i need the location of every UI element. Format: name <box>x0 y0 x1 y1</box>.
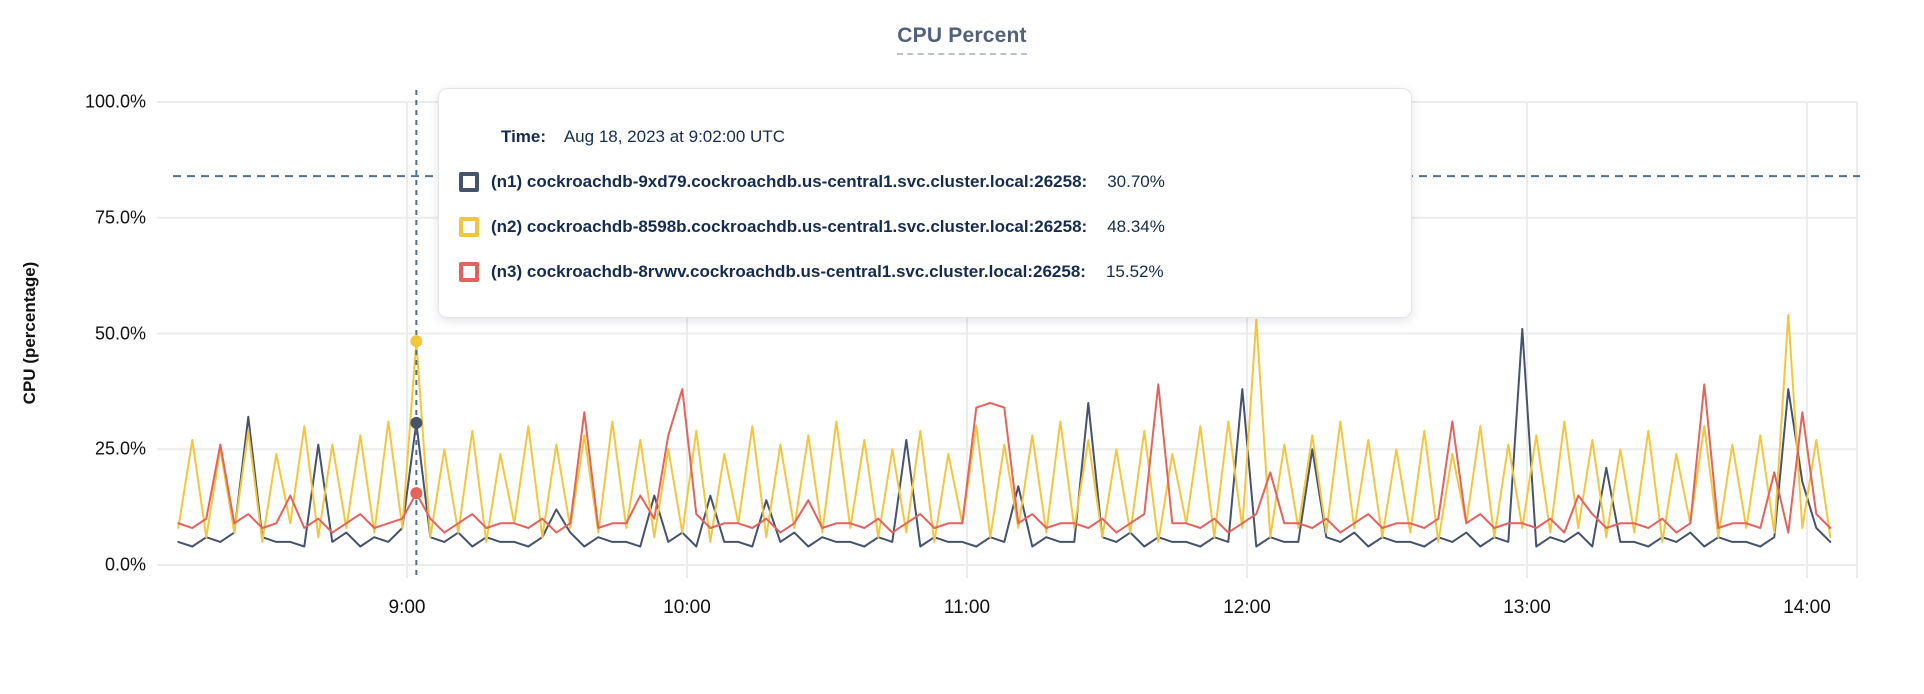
x-tick-label: 14:00 <box>1783 597 1831 618</box>
series-n2-value: 48.34% <box>1107 217 1165 236</box>
series-n1-swatch-icon <box>459 172 479 192</box>
y-tick-label: 25.0% <box>94 438 146 459</box>
hover-tooltip: Time: Aug 18, 2023 at 9:02:00 UTC (n1) c… <box>438 88 1412 318</box>
chart-title-wrap: CPU Percent <box>0 24 1924 55</box>
series-line-n2 <box>177 314 1832 543</box>
series-n2-swatch-icon <box>459 217 479 237</box>
tooltip-series-row-n1: (n1) cockroachdb-9xd79.cockroachdb.us-ce… <box>459 172 1381 192</box>
y-tick-label: 0.0% <box>104 554 146 575</box>
y-tick-label: 100.0% <box>84 91 146 112</box>
series-line-n1 <box>177 327 1832 548</box>
hover-dot-n3 <box>410 487 423 500</box>
series-n3-label: (n3) cockroachdb-8rvwv.cockroachdb.us-ce… <box>491 262 1086 281</box>
series-n3-swatch-icon <box>459 262 479 282</box>
tooltip-time-value: Aug 18, 2023 at 9:02:00 UTC <box>563 127 785 146</box>
series-n1-value: 30.70% <box>1107 172 1165 191</box>
chart-title: CPU Percent <box>897 24 1027 55</box>
x-tick-label: 10:00 <box>663 597 711 618</box>
tooltip-series-row-n3: (n3) cockroachdb-8rvwv.cockroachdb.us-ce… <box>459 262 1381 282</box>
series-n3-value: 15.52% <box>1105 262 1164 281</box>
tooltip-series-row-n2: (n2) cockroachdb-8598b.cockroachdb.us-ce… <box>459 217 1381 237</box>
x-tick-label: 13:00 <box>1503 597 1551 618</box>
tooltip-time-row: Time: Aug 18, 2023 at 9:02:00 UTC <box>501 127 1381 147</box>
hover-dot-n1 <box>410 416 423 429</box>
tooltip-time-label: Time: <box>501 127 547 146</box>
y-tick-label: 75.0% <box>94 207 146 228</box>
y-tick-label: 50.0% <box>94 323 146 343</box>
x-tick-label: 12:00 <box>1223 597 1271 618</box>
series-line-n3 <box>177 383 1832 534</box>
series-n2-label: (n2) cockroachdb-8598b.cockroachdb.us-ce… <box>491 217 1088 236</box>
x-tick-label: 11:00 <box>943 597 991 618</box>
series-n1-label: (n1) cockroachdb-9xd79.cockroachdb.us-ce… <box>491 172 1088 191</box>
hover-dot-n2 <box>410 335 423 348</box>
x-tick-label: 9:00 <box>388 597 426 618</box>
